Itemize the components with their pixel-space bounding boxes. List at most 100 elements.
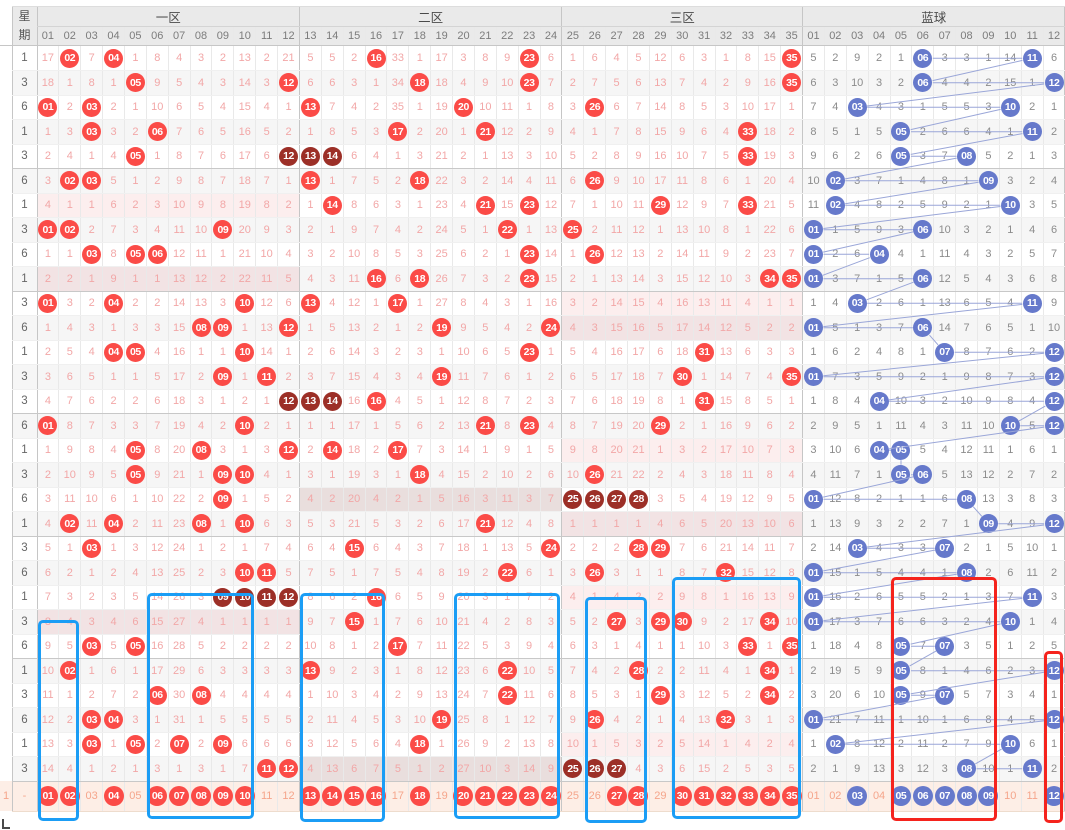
miss-cell: 1 bbox=[387, 659, 409, 684]
miss-cell: 1 bbox=[278, 169, 300, 194]
miss-count: 8 bbox=[941, 174, 948, 187]
miss-cell: 2 bbox=[496, 267, 518, 292]
miss-count: 5 bbox=[110, 174, 117, 187]
blue-ball-cell: 06 bbox=[912, 46, 934, 71]
miss-cell: 3 bbox=[190, 46, 212, 71]
miss-count: 7 bbox=[176, 125, 183, 138]
miss-count: 3 bbox=[591, 321, 598, 334]
miss-count: 5 bbox=[701, 101, 708, 114]
week-cell: 6 bbox=[12, 169, 37, 194]
miss-cell: 12 bbox=[496, 512, 518, 537]
miss-count: 1 bbox=[526, 297, 533, 310]
miss-cell: 11 bbox=[343, 267, 365, 292]
miss-cell: 5 bbox=[715, 683, 737, 708]
miss-cell: 6 bbox=[278, 732, 300, 757]
miss-count: 2 bbox=[416, 321, 423, 334]
miss-count: 3 bbox=[788, 444, 795, 457]
miss-count: 24 bbox=[173, 542, 186, 555]
miss-count: 12 bbox=[763, 566, 776, 579]
miss-count: 1 bbox=[132, 101, 139, 114]
header-background bbox=[12, 6, 1065, 46]
miss-cell: 5 bbox=[671, 487, 693, 512]
footer-red-ball: 24 bbox=[540, 786, 561, 806]
zone-row-bg bbox=[299, 683, 562, 708]
footer-number: 04 bbox=[872, 790, 886, 802]
blue-ball-cell: 01 bbox=[803, 365, 825, 390]
miss-cell: 18 bbox=[453, 536, 475, 561]
miss-cell: 16 bbox=[606, 340, 628, 365]
miss-cell: 6 bbox=[1021, 267, 1043, 292]
red-ball-cell: 29 bbox=[649, 414, 671, 439]
row-grid-line bbox=[12, 364, 1065, 365]
miss-cell: 2 bbox=[299, 708, 321, 733]
blue-ball: 07 bbox=[935, 342, 955, 362]
red-ball-cell: 21 bbox=[474, 193, 496, 218]
miss-count: 7 bbox=[547, 76, 555, 89]
miss-count: 17 bbox=[610, 370, 623, 383]
week-cell: 1 bbox=[12, 340, 37, 365]
miss-cell: 2 bbox=[190, 732, 212, 757]
red-ball: 09 bbox=[213, 318, 233, 338]
miss-cell: 25 bbox=[431, 242, 453, 267]
miss-count: 9 bbox=[854, 517, 861, 530]
red-ball-cell: 17 bbox=[387, 634, 409, 659]
footer-red-ball: 22 bbox=[497, 786, 518, 806]
miss-count: 4 bbox=[766, 370, 773, 383]
footer-number-cell: 11 bbox=[256, 781, 278, 811]
red-ball-cell: 23 bbox=[518, 267, 540, 292]
miss-count: 1 bbox=[788, 395, 795, 408]
zone-row-bg bbox=[299, 364, 562, 389]
miss-count: 4 bbox=[110, 150, 117, 163]
miss-cell: 6 bbox=[387, 267, 409, 292]
miss-cell: 9 bbox=[540, 757, 562, 782]
red-ball-number: 05 bbox=[129, 248, 141, 261]
miss-cell: 5 bbox=[518, 536, 540, 561]
col-header-label: 19 bbox=[435, 30, 448, 42]
miss-cell: 23 bbox=[168, 512, 190, 537]
footer-red-ball: 23 bbox=[519, 786, 540, 806]
blue-ball-number: 10 bbox=[1004, 199, 1016, 212]
consecutive-red-ball-cell: 27 bbox=[606, 487, 628, 512]
miss-cell: 3 bbox=[715, 95, 737, 120]
red-ball: 03 bbox=[82, 171, 102, 191]
miss-count: 3 bbox=[460, 174, 467, 187]
miss-cell: 10 bbox=[693, 218, 715, 243]
trend-line-segment bbox=[888, 377, 1045, 401]
miss-count: 3 bbox=[416, 542, 423, 555]
miss-cell: 2 bbox=[978, 218, 1000, 243]
miss-cell: 2 bbox=[737, 683, 759, 708]
group-separator-line bbox=[12, 168, 1065, 169]
miss-count: 11 bbox=[764, 542, 776, 555]
week-cell: 1 bbox=[12, 438, 37, 463]
miss-cell: 1 bbox=[912, 291, 934, 316]
blue-ball: 01 bbox=[803, 244, 823, 264]
miss-cell: 9 bbox=[562, 708, 584, 733]
miss-count: 1 bbox=[919, 493, 926, 506]
miss-cell: 8 bbox=[606, 144, 628, 169]
miss-count: 11 bbox=[720, 297, 732, 310]
red-ball-number: 09 bbox=[217, 493, 229, 506]
miss-cell: 4 bbox=[715, 120, 737, 145]
blue-ball-number: 08 bbox=[961, 566, 972, 579]
miss-count: 7 bbox=[985, 689, 992, 702]
miss-count: 5 bbox=[110, 640, 117, 653]
col-grid-line bbox=[211, 26, 213, 811]
footer-number-cell: 03 bbox=[846, 781, 868, 811]
miss-cell: 11 bbox=[496, 95, 518, 120]
red-ball-number: 28 bbox=[633, 542, 644, 555]
miss-count: 1 bbox=[722, 52, 730, 65]
red-ball-number: 27 bbox=[611, 615, 623, 628]
row-grid-line bbox=[12, 217, 1065, 218]
red-ball: 07 bbox=[169, 734, 189, 754]
miss-count: 3 bbox=[504, 297, 511, 310]
miss-count: 2 bbox=[44, 468, 51, 481]
miss-count: 17 bbox=[238, 150, 251, 163]
miss-count: 9 bbox=[854, 762, 861, 775]
miss-cell: 10 bbox=[168, 193, 190, 218]
miss-cell: 11 bbox=[628, 193, 650, 218]
red-ball-cell: 26 bbox=[584, 708, 606, 733]
miss-cell: 5 bbox=[168, 71, 190, 96]
week-value: 1 bbox=[21, 199, 28, 212]
red-ball: 18 bbox=[410, 734, 430, 754]
miss-count: 14 bbox=[522, 762, 536, 775]
